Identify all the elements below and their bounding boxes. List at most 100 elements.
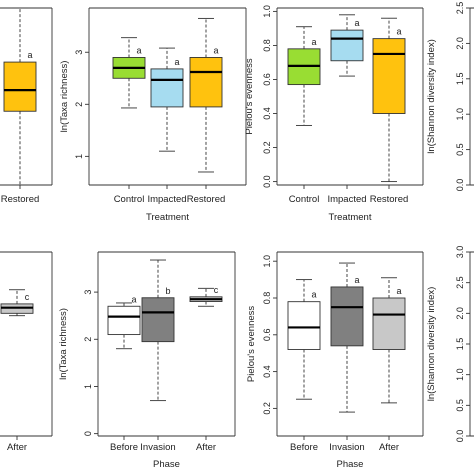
significance-letter: a [354,18,359,28]
x-tick-label: Impacted [327,194,366,205]
x-tick-label: Invasion [329,442,364,453]
x-tick-label: After [7,442,27,453]
y-tick-label: 1 [83,384,93,389]
box-before: a [287,279,321,400]
x-axis-label: Treatment [146,212,189,223]
x-tick-label: Invasion [140,442,175,453]
box-after: c [0,289,34,317]
box-iqr [330,29,364,62]
significance-letter: a [396,27,401,37]
y-axis-label: Pielou's evenness [246,306,257,383]
box-impacted: a [150,47,184,152]
panel-1: 1 2 3 ln(Taxa richness) a Control a Impacted a Re… [59,7,247,223]
significance-letter: a [27,50,32,60]
box-restored: a [189,17,223,173]
significance-letter: b [165,286,170,296]
y-tick-label: 3 [74,50,84,55]
box-iqr [150,68,184,108]
panel-2: 0.0 0.2 0.4 0.6 0.8 1.0 Pielou's evenness a Cont… [244,5,424,223]
significance-letter: c [25,292,30,302]
y-axis-label: ln(Shannon diversity index) [426,287,437,402]
box-before: a [107,294,141,350]
panel-4: c After [0,251,53,453]
x-tick-label: Restored [370,194,409,205]
y-tick-label: 1.5 [455,73,465,86]
significance-letter: a [136,45,141,55]
significance-letter: a [213,45,218,55]
x-tick-label: Control [114,194,145,205]
y-tick-label: 0.0 [455,430,465,443]
y-tick-label: 2.5 [455,276,465,289]
panel-3: 0.0 0.5 1.0 1.5 2.0 2.5 ln(Shannon diversity i… [426,2,474,192]
y-axis-label: ln(Shannon diversity index) [426,39,437,154]
x-axis-label: Treatment [329,212,372,223]
y-tick-label: 0.2 [262,141,272,154]
significance-letter: a [174,57,179,67]
panel-0: a Restored [0,7,53,205]
significance-letter: a [396,286,401,296]
box-iqr [372,38,406,114]
y-tick-label: 3 [83,290,93,295]
x-axis-label: Phase [153,459,180,470]
box-iqr [287,301,321,350]
x-tick-label: Control [289,194,320,205]
y-tick-label: 0.2 [262,402,272,415]
box-iqr [3,61,37,112]
y-axis-label: ln(Taxa richness) [59,61,70,133]
y-tick-label: 0.0 [455,179,465,192]
y-axis-label: Pielou's evenness [244,58,255,135]
x-tick-label: Before [110,442,138,453]
y-tick-label: 2.0 [455,37,465,50]
y-tick-label: 2 [74,102,84,107]
x-tick-label: Impacted [147,194,186,205]
x-tick-label: After [379,442,399,453]
x-tick-label: After [196,442,216,453]
box-control: a [287,26,321,126]
box-restored: a [372,17,406,183]
y-tick-label: 0.6 [262,73,272,86]
box-after: a [372,277,406,404]
box-impacted: a [330,14,364,77]
y-tick-label: 0.6 [262,329,272,342]
box-iqr [141,297,175,343]
y-tick-label: 2 [83,337,93,342]
significance-letter: a [354,275,359,285]
y-tick-label: 0.8 [262,39,272,52]
y-tick-label: 0 [83,431,93,436]
x-tick-label: Before [290,442,318,453]
box-control: a [112,37,146,109]
significance-letter: a [311,37,316,47]
y-tick-label: 0.0 [262,175,272,188]
y-tick-label: 3.0 [455,246,465,259]
box-after: c [189,285,223,307]
y-tick-label: 0.5 [455,399,465,412]
box-invasion: a [330,262,364,413]
x-tick-label: Restored [1,194,40,205]
y-tick-label: 2.0 [455,307,465,320]
box-iqr [189,57,223,108]
y-tick-label: 1.0 [455,108,465,121]
x-axis-label: Phase [337,459,364,470]
y-tick-label: 0.8 [262,292,272,305]
panel-6: 0.2 0.4 0.6 0.8 1.0 Pielou's evenness a Before a… [246,251,424,470]
y-tick-label: 1 [74,154,84,159]
panel-7: 0.0 0.5 1.0 1.5 2.0 2.5 3.0 ln(Shannon diversit… [426,246,474,443]
y-tick-label: 1.5 [455,338,465,351]
box-restored: a [3,7,37,186]
panel-5: 0 1 2 3 ln(Taxa richness) a Before b Invasion c Af… [58,251,236,470]
significance-letter: c [214,285,219,295]
y-tick-label: 0.4 [262,365,272,378]
y-tick-label: 1.0 [262,255,272,268]
box-iqr [372,297,406,350]
box-invasion: b [141,259,175,402]
box-iqr [330,286,364,347]
x-tick-label: Restored [187,194,226,205]
y-axis-label: ln(Taxa richness) [58,308,69,380]
significance-letter: a [311,290,316,300]
y-tick-label: 0.4 [262,107,272,120]
box-iqr [107,305,141,336]
y-tick-label: 2.5 [455,2,465,15]
y-tick-label: 0.5 [455,143,465,156]
y-tick-label: 1.0 [262,5,272,18]
